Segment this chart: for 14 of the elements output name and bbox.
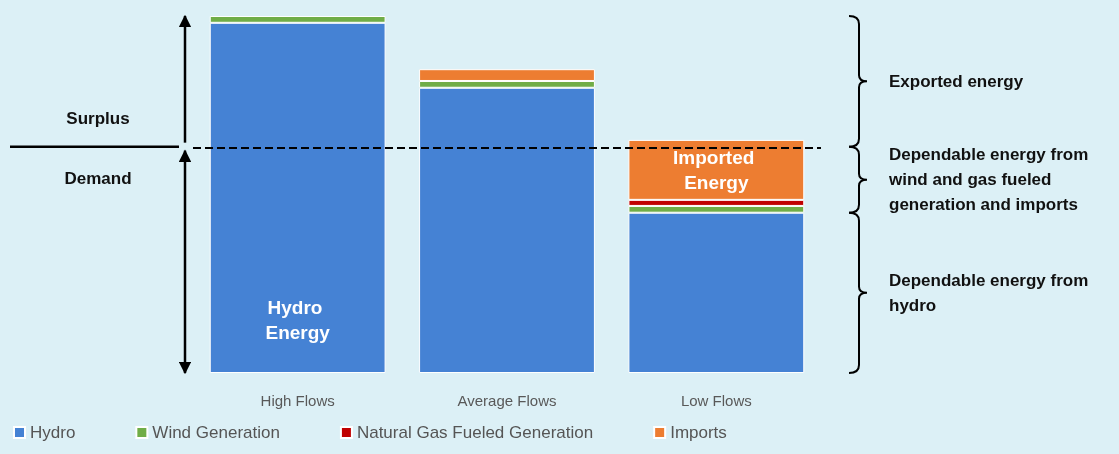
x-tick-label: Low Flows xyxy=(680,392,752,409)
legend-label: Wind Generation xyxy=(152,423,280,442)
x-tick-label: Average Flows xyxy=(457,392,557,409)
text: Exported energy xyxy=(889,71,1024,91)
text: Dependable energy from hydro xyxy=(889,270,1094,315)
text: Demand xyxy=(64,169,132,189)
annotation: Hydro Energy xyxy=(265,297,331,344)
annotation: Imported Energy xyxy=(673,146,760,193)
x-tick-label: High Flows xyxy=(260,392,335,409)
legend-label: Hydro xyxy=(30,423,76,442)
legend-label: Imports xyxy=(670,423,727,442)
legend-label: Natural Gas Fueled Generation xyxy=(356,423,594,442)
text: Surplus xyxy=(66,109,130,129)
text: Dependable energy from wind and gas fueled generation and imports xyxy=(888,145,1094,215)
